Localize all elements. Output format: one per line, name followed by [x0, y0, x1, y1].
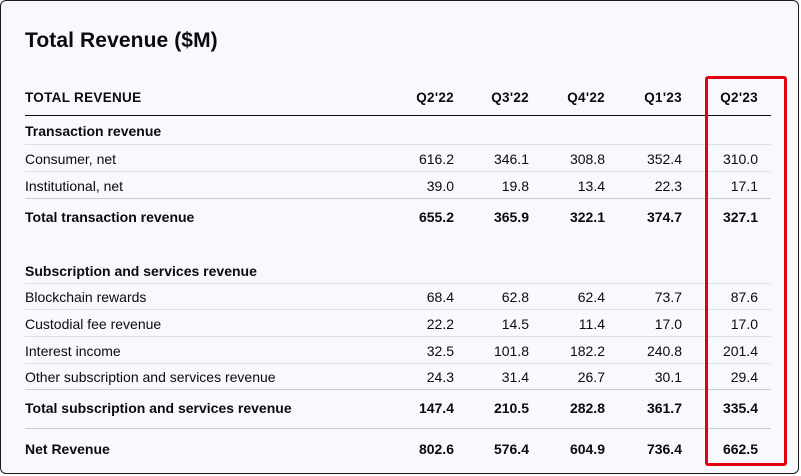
cell-value: 365.9 — [493, 209, 529, 225]
cell-value: 73.7 — [654, 289, 682, 305]
section-title-subscription: Subscription and services revenue — [25, 263, 257, 279]
header-label: TOTAL REVENUE — [25, 90, 142, 105]
row-divider — [25, 336, 771, 337]
cell-value: 22.2 — [426, 316, 454, 332]
cell-value: 24.3 — [426, 369, 454, 385]
cell-value: 62.4 — [577, 289, 605, 305]
row-label: Total transaction revenue — [25, 209, 195, 225]
section-title-transaction: Transaction revenue — [25, 123, 162, 139]
page-title: Total Revenue ($M) — [25, 29, 218, 52]
cell-value: 29.4 — [730, 369, 758, 385]
column-header-q2-22: Q2'22 — [416, 90, 454, 105]
column-header-q4-22: Q4'22 — [567, 90, 605, 105]
cell-value: 201.4 — [722, 343, 758, 359]
row-label: Institutional, net — [25, 178, 124, 194]
cell-value: 604.9 — [569, 441, 605, 457]
cell-value: 240.8 — [646, 343, 682, 359]
cell-value: 308.8 — [569, 151, 605, 167]
column-header-q2-23: Q2'23 — [720, 90, 758, 105]
cell-value: 210.5 — [493, 400, 529, 416]
row-label: Custodial fee revenue — [25, 316, 162, 332]
row-label: Other subscription and services revenue — [25, 369, 276, 385]
cell-value: 361.7 — [646, 400, 682, 416]
cell-value: 62.8 — [501, 289, 529, 305]
total-divider — [25, 198, 771, 199]
cell-value: 13.4 — [577, 178, 605, 194]
row-divider — [25, 363, 771, 364]
cell-value: 182.2 — [569, 343, 605, 359]
cell-value: 147.4 — [418, 400, 454, 416]
row-label: Net Revenue — [25, 441, 110, 457]
cell-value: 17.0 — [730, 316, 758, 332]
row-divider — [25, 171, 771, 172]
cell-value: 26.7 — [577, 369, 605, 385]
cell-value: 282.8 — [569, 400, 605, 416]
row-divider — [25, 309, 771, 310]
total-divider — [25, 389, 771, 390]
cell-value: 576.4 — [493, 441, 529, 457]
cell-value: 19.8 — [501, 178, 529, 194]
cell-value: 22.3 — [654, 178, 682, 194]
cell-value: 17.1 — [730, 178, 758, 194]
cell-value: 352.4 — [646, 151, 682, 167]
cell-value: 616.2 — [418, 151, 454, 167]
cell-value: 322.1 — [569, 209, 605, 225]
header-divider — [25, 115, 771, 116]
cell-value: 736.4 — [646, 441, 682, 457]
cell-value: 327.1 — [722, 209, 758, 225]
cell-value: 662.5 — [722, 441, 758, 457]
cell-value: 39.0 — [426, 178, 454, 194]
row-divider — [25, 283, 771, 284]
row-label: Interest income — [25, 343, 121, 359]
cell-value: 87.6 — [730, 289, 758, 305]
cell-value: 101.8 — [493, 343, 529, 359]
cell-value: 346.1 — [493, 151, 529, 167]
cell-value: 17.0 — [654, 316, 682, 332]
cell-value: 335.4 — [722, 400, 758, 416]
cell-value: 374.7 — [646, 209, 682, 225]
cell-value: 802.6 — [418, 441, 454, 457]
cell-value: 32.5 — [426, 343, 454, 359]
cell-value: 655.2 — [418, 209, 454, 225]
row-label: Consumer, net — [25, 151, 117, 167]
column-header-q3-22: Q3'22 — [491, 90, 529, 105]
cell-value: 31.4 — [501, 369, 529, 385]
cell-value: 14.5 — [501, 316, 529, 332]
row-divider — [25, 144, 771, 145]
total-divider — [25, 428, 771, 429]
cell-value: 310.0 — [722, 151, 758, 167]
cell-value: 30.1 — [654, 369, 682, 385]
q2-23-highlight-box — [705, 76, 787, 466]
row-label: Blockchain rewards — [25, 289, 147, 305]
cell-value: 11.4 — [578, 316, 605, 332]
row-label: Total subscription and services revenue — [25, 400, 292, 416]
column-header-q1-23: Q1'23 — [644, 90, 682, 105]
cell-value: 68.4 — [426, 289, 454, 305]
